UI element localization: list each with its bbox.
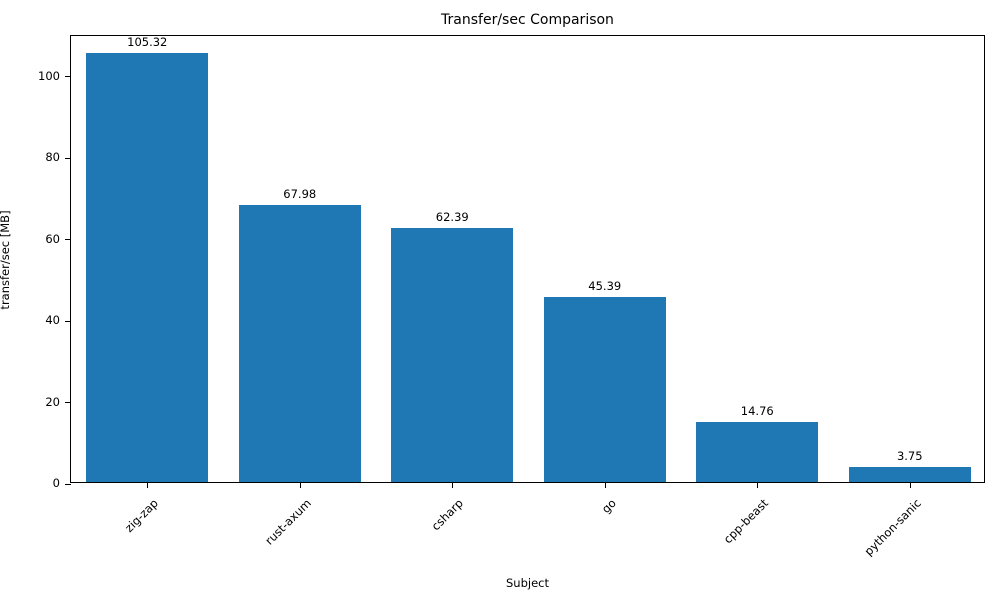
x-axis-tick <box>452 482 454 488</box>
x-tick-label: python-sanic <box>861 496 924 559</box>
y-axis-tick <box>65 483 71 485</box>
x-tick-label: cpp-beast <box>720 496 772 547</box>
plot-area: 105.32 zig-zap 67.98 rust-axum 62.39 csharp 45… <box>65 35 985 558</box>
y-tick-label: 80 <box>45 150 60 165</box>
bar-zig-zap <box>86 53 209 482</box>
bar-python-sanic <box>848 466 971 482</box>
x-axis-label: Subject <box>506 576 549 590</box>
y-tick-label: 0 <box>52 476 60 490</box>
y-axis-tick <box>65 320 71 322</box>
y-axis-tick <box>65 157 71 159</box>
bar-value-label: 14.76 <box>740 403 774 418</box>
x-tick-label: zig-zap <box>122 496 162 535</box>
x-axis-tick <box>757 482 759 488</box>
bar-value-label: 45.39 <box>588 279 622 294</box>
y-tick-label: 100 <box>38 68 60 83</box>
x-axis-tick <box>299 482 301 488</box>
y-axis-tick <box>65 76 71 78</box>
bar-value-label: 67.98 <box>283 187 317 202</box>
y-tick-label: 40 <box>45 313 60 328</box>
x-tick-label: rust-axum <box>262 496 314 548</box>
bar-rust-axum <box>238 205 361 482</box>
x-axis-tick <box>604 482 606 488</box>
chart-title: Transfer/sec Comparison <box>441 12 614 28</box>
y-tick-label: 60 <box>45 231 60 246</box>
bar-value-label: 3.75 <box>896 448 923 463</box>
x-axis-tick <box>909 482 911 488</box>
y-axis-label: transfer/sec [MB] <box>0 210 12 310</box>
bar-cpp-beast <box>696 421 819 482</box>
bar-csharp <box>391 227 514 482</box>
y-tick-label: 20 <box>45 394 60 409</box>
bar-go <box>543 297 666 482</box>
bar-value-label: 62.39 <box>435 209 469 224</box>
x-axis-tick <box>147 482 149 488</box>
y-axis-tick <box>65 239 71 241</box>
x-tick-label: go <box>598 496 619 517</box>
y-axis-tick <box>65 402 71 404</box>
x-tick-label: csharp <box>428 496 467 534</box>
bar-value-label: 105.32 <box>127 35 168 50</box>
